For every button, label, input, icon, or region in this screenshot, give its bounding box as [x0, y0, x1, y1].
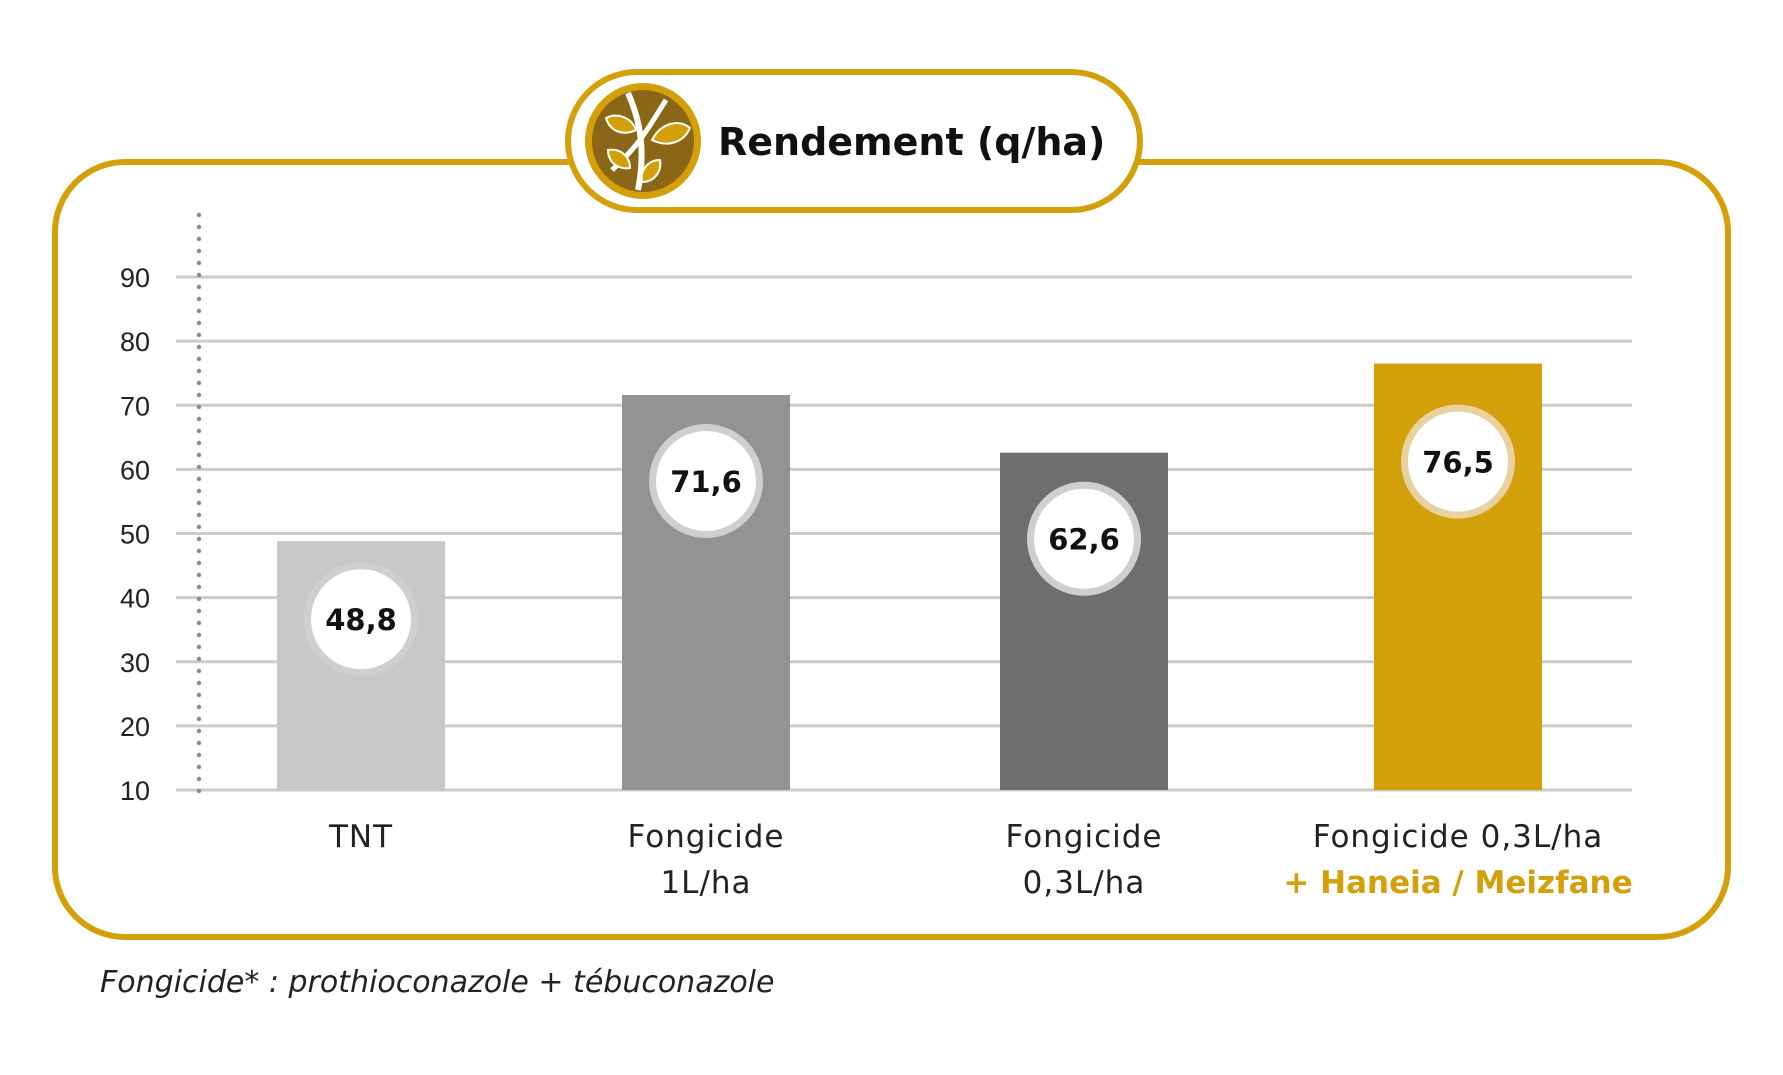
- y-axis: 10 20 30 40 50 60 70 80 90: [120, 212, 202, 806]
- axis-dot: [196, 380, 202, 386]
- value-badge: [311, 569, 411, 670]
- y-tick-label: 80: [120, 327, 150, 357]
- value-badge: [1408, 411, 1508, 512]
- axis-dot: [196, 212, 202, 218]
- axis-dot: [196, 464, 202, 470]
- axis-dot: [196, 488, 202, 494]
- x-axis-labels: TNT Fongicide 1L/ha Fongicide 0,3L/ha Fongici…: [328, 819, 1633, 901]
- value-badge: [1034, 488, 1134, 589]
- y-tick-label: 60: [120, 455, 150, 485]
- value-label: 48,8: [325, 603, 397, 637]
- axis-dot: [196, 344, 202, 350]
- axis-dot: [196, 740, 202, 746]
- bars: [277, 363, 1542, 790]
- title-pill: [565, 69, 1143, 213]
- axis-dot: [196, 716, 202, 722]
- axis-dot: [196, 476, 202, 482]
- category-label: 1L/ha: [660, 865, 751, 901]
- axis-dot: [196, 668, 202, 674]
- axis-dot: [196, 656, 202, 662]
- axis-dot: [196, 524, 202, 530]
- axis-dot: [196, 572, 202, 578]
- chart-title: Rendement (q/ha): [718, 120, 1105, 164]
- axis-dot: [196, 248, 202, 254]
- axis-dot: [196, 776, 202, 782]
- axis-dot: [196, 548, 202, 554]
- axis-dot: [196, 296, 202, 302]
- category-label: Fongicide: [627, 819, 784, 855]
- axis-dot: [196, 224, 202, 230]
- axis-dot: [196, 692, 202, 698]
- y-tick-label: 40: [120, 584, 150, 614]
- category-label: Fongicide: [1005, 819, 1162, 855]
- y-tick-label: 10: [120, 776, 150, 806]
- axis-dot: [196, 752, 202, 758]
- y-tick-label: 70: [120, 391, 150, 421]
- axis-dot: [196, 332, 202, 338]
- axis-dot: [196, 728, 202, 734]
- axis-dot: [196, 284, 202, 290]
- axis-dot: [196, 644, 202, 650]
- axis-dot: [196, 632, 202, 638]
- y-tick-label: 50: [120, 520, 150, 550]
- category-label: TNT: [328, 819, 393, 855]
- axis-dot: [196, 512, 202, 518]
- category-label: + Haneia / Meizfane: [1283, 865, 1632, 901]
- axis-dot: [196, 440, 202, 446]
- axis-dot: [196, 320, 202, 326]
- axis-dot: [196, 608, 202, 614]
- axis-dot: [196, 620, 202, 626]
- axis-dot: [196, 236, 202, 242]
- axis-dot: [196, 392, 202, 398]
- axis-dot: [196, 260, 202, 266]
- axis-dot: [196, 788, 202, 794]
- axis-dot: [196, 272, 202, 278]
- axis-dot: [196, 536, 202, 542]
- axis-dot: [196, 500, 202, 506]
- axis-dot: [196, 584, 202, 590]
- axis-dot: [196, 764, 202, 770]
- axis-dot: [196, 404, 202, 410]
- footnote: Fongicide* : prothioconazole + tébuconaz…: [100, 965, 774, 1000]
- axis-dot: [196, 416, 202, 422]
- axis-dot: [196, 596, 202, 602]
- axis-dot: [196, 368, 202, 374]
- value-label: 76,5: [1422, 446, 1494, 480]
- y-tick-label: 20: [120, 712, 150, 742]
- axis-dot: [196, 680, 202, 686]
- leaf-sprout-icon: [585, 83, 701, 199]
- axis-dot: [196, 452, 202, 458]
- axis-dot: [196, 560, 202, 566]
- axis-dot: [196, 704, 202, 710]
- axis-dot: [196, 356, 202, 362]
- y-tick-label: 90: [120, 263, 150, 293]
- value-badge: [656, 430, 756, 531]
- category-label: 0,3L/ha: [1023, 865, 1146, 901]
- value-label: 71,6: [670, 465, 742, 499]
- value-label: 62,6: [1048, 523, 1120, 557]
- y-tick-label: 30: [120, 648, 150, 678]
- axis-dot: [196, 428, 202, 434]
- category-label: Fongicide 0,3L/ha: [1313, 819, 1604, 855]
- value-labels: 48,8 71,6 62,6 76,5: [304, 404, 1515, 677]
- title-badge: Rendement (q/ha): [565, 69, 1143, 213]
- axis-dot: [196, 308, 202, 314]
